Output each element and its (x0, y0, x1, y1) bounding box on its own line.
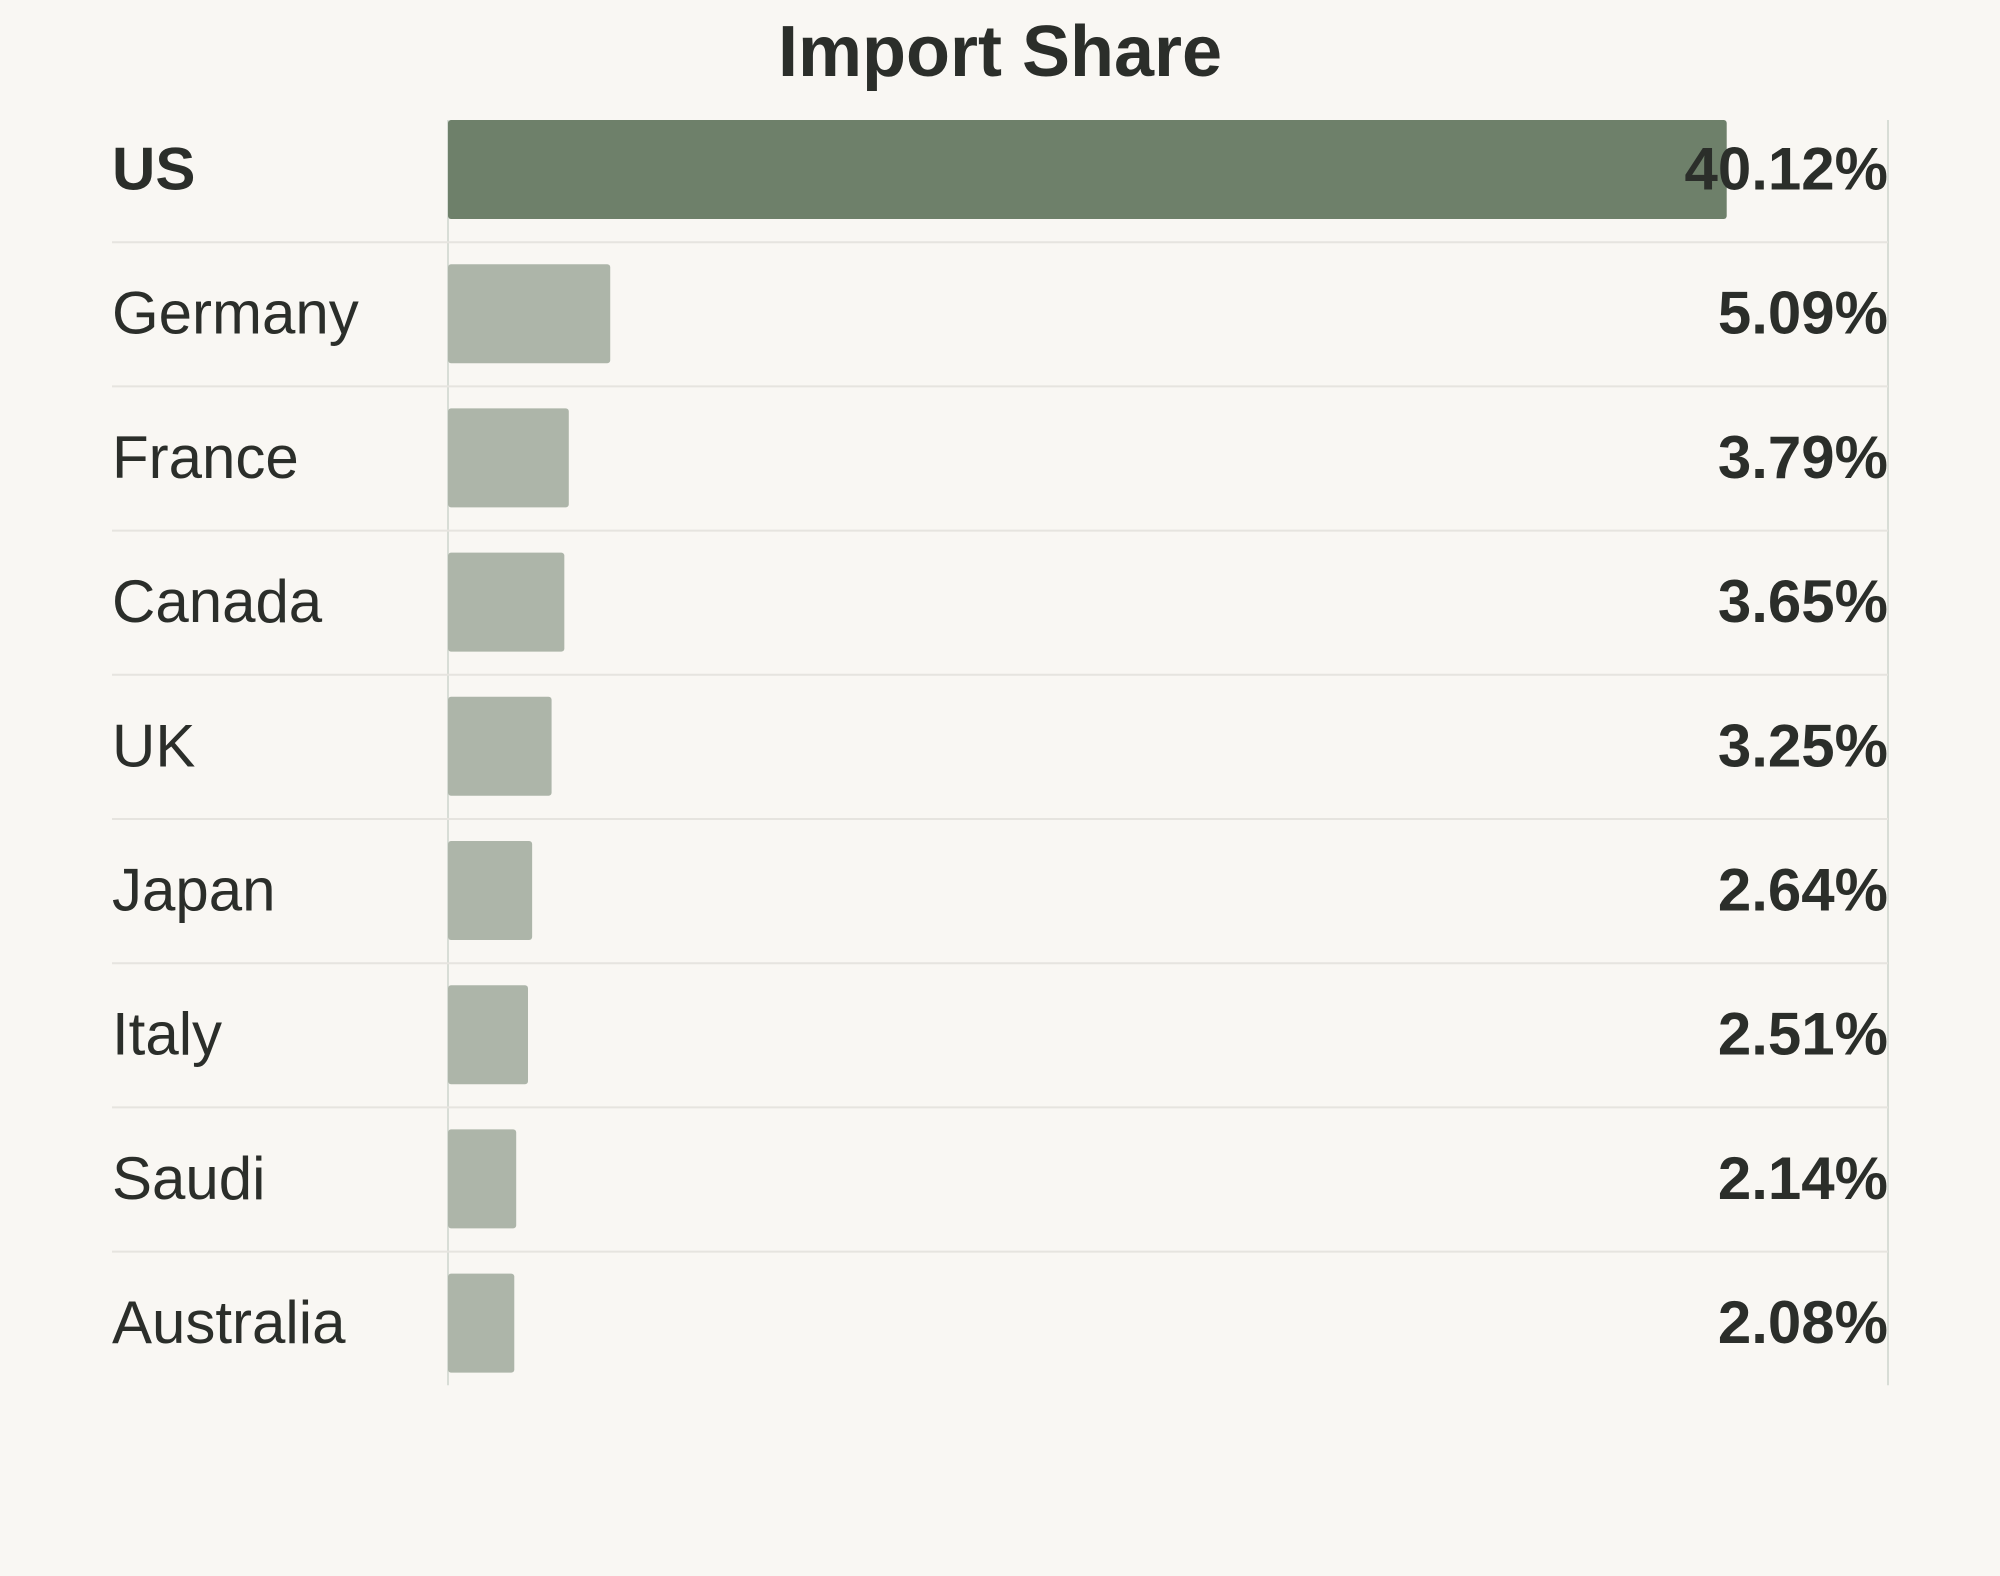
chart-title: Import Share (778, 12, 1222, 92)
value-label: 2.08% (1718, 1289, 1888, 1356)
value-label: 2.64% (1718, 857, 1888, 924)
bar (448, 408, 569, 508)
value-label: 3.79% (1718, 424, 1888, 491)
value-label: 3.25% (1718, 712, 1888, 779)
bar (448, 1273, 515, 1373)
category-label: Japan (112, 857, 275, 924)
category-label: France (112, 424, 299, 491)
category-label: Saudi (112, 1145, 265, 1212)
chart-rows: US 40.12% Germany 5.09% France 3.79% Canada 3.6… (112, 120, 1889, 1386)
bar (448, 264, 611, 364)
category-label: Australia (112, 1289, 346, 1356)
value-label: 5.09% (1718, 280, 1888, 347)
bar (448, 696, 552, 796)
bar (448, 1129, 517, 1229)
category-label: Germany (112, 280, 359, 347)
bar (448, 985, 528, 1085)
bar (448, 841, 533, 940)
category-label: UK (112, 712, 195, 779)
value-label: 2.51% (1718, 1001, 1888, 1068)
category-label: US (112, 136, 195, 203)
value-label: 40.12% (1685, 136, 1889, 203)
bar (448, 552, 565, 652)
bar (448, 120, 1727, 219)
category-label: Italy (112, 1001, 222, 1068)
category-label: Canada (112, 568, 323, 635)
value-label: 3.65% (1718, 568, 1888, 635)
value-label: 2.14% (1718, 1145, 1888, 1212)
